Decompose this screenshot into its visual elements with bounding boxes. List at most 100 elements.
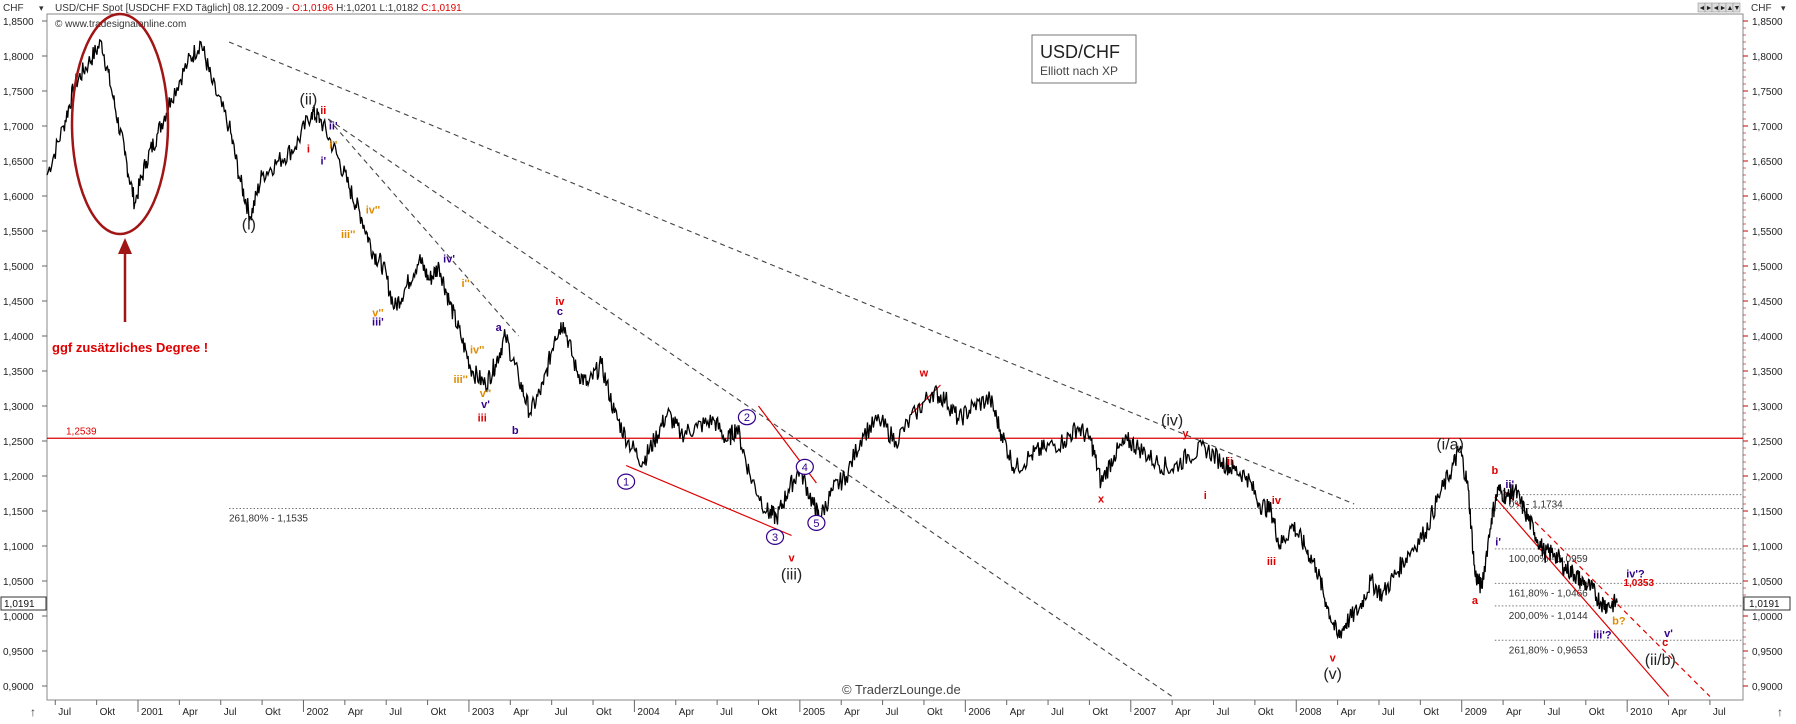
wave-label: w (919, 368, 929, 380)
wave-label: iii'' (453, 374, 468, 386)
wave-label: ii' (1505, 479, 1514, 491)
axes-group: 1,8500 1,8500 1,8000 1,8000 1,7500 1,7500 1,70… (3, 17, 1783, 718)
y-tick-label-left: 1,7000 (3, 122, 34, 133)
wave-label: (iv) (1161, 413, 1183, 430)
y-tick-label-right: 1,1000 (1752, 542, 1783, 553)
wave-label: iv (1272, 495, 1282, 507)
trendline (327, 118, 519, 337)
x-tick-label: Apr (182, 707, 198, 718)
y-tick-label-right: 1,4500 (1752, 297, 1783, 308)
trendline (228, 41, 1355, 505)
fib-level-label: 261,80% - 0,9653 (1509, 645, 1588, 656)
x-tick-label: Jul (1547, 707, 1560, 718)
nav-button-icon-4: ▲ (1727, 5, 1734, 12)
x-tick-label: Apr (348, 707, 364, 718)
y-tick-label-left: 1,3500 (3, 367, 34, 378)
scroll-up-left-icon[interactable]: ↑ (30, 705, 36, 719)
wave-label: v' (1664, 628, 1673, 640)
instrument-name: USD/CHF Spot [USDCHF FXD Täglich] 08.12.… (55, 3, 289, 14)
wave-label: iv (555, 296, 565, 308)
wave-label: (iii) (781, 567, 802, 584)
wave-label: (ii) (300, 91, 318, 108)
nav-button-icon-5: ▼ (1734, 5, 1741, 12)
x-tick-label: Jul (555, 707, 568, 718)
y-tick-label-right: 0,9500 (1752, 647, 1783, 658)
y-tick-label-left: 1,3000 (3, 402, 34, 413)
wave-label: v (789, 552, 796, 564)
x-tick-label: Apr (1175, 707, 1191, 718)
circled-wave-label: 5 (813, 518, 819, 530)
wave-label: i' (320, 156, 326, 168)
wave-label: (i/a) (1436, 436, 1464, 453)
wave-label: iii (1267, 556, 1276, 568)
wave-label: iii'? (1593, 629, 1612, 641)
y-tick-label-left: 0,9500 (3, 647, 34, 658)
x-tick-label: Okt (431, 707, 447, 718)
currency-left-dropdown-icon[interactable]: ▾ (39, 3, 44, 13)
wave-label: iii' (372, 317, 384, 329)
wave-label: (i) (242, 217, 256, 234)
wave-label: b? (1612, 615, 1626, 627)
y-tick-label-left: 1,6000 (3, 192, 34, 203)
x-tick-label: Okt (100, 707, 116, 718)
y-tick-label-right: 1,8000 (1752, 52, 1783, 63)
x-tick-label: 2003 (472, 707, 495, 718)
ohlc-open: O:1,0196 (292, 3, 334, 14)
fib-level-label: 0% - 1,1734 (1509, 500, 1563, 511)
x-tick-label: Okt (927, 707, 943, 718)
x-tick-label: Jul (389, 707, 402, 718)
x-tick-label: Jul (1382, 707, 1395, 718)
y-tick-label-left: 1,7500 (3, 87, 34, 98)
resistance-label: 1,2539 (66, 426, 97, 437)
x-tick-label: 2006 (968, 707, 991, 718)
nav-button-icon-1: ► (1706, 5, 1713, 12)
trendline (1502, 489, 1711, 697)
wave-label: v'' (480, 388, 492, 400)
x-tick-label: 2007 (1134, 707, 1157, 718)
circled-wave-marker (795, 458, 814, 475)
y-tick-label-left: 1,8500 (3, 17, 34, 28)
nav-button-5[interactable] (1732, 2, 1741, 13)
circled-wave-label: 2 (744, 412, 750, 424)
current-price-left: 1,0191 (4, 599, 35, 610)
x-tick-label: 2010 (1630, 707, 1653, 718)
callout-arrow-head-icon (118, 238, 132, 254)
trendlines-group (228, 41, 1711, 697)
wave-label: iv'' (470, 345, 485, 357)
y-tick-label-right: 1,4000 (1752, 332, 1783, 343)
instrument-title: USD/CHF Spot [USDCHF FXD Täglich] 08.12.… (55, 3, 462, 14)
wave-label: b (512, 425, 519, 437)
fib-level-label: 261,80% - 1,1535 (229, 514, 308, 525)
x-tick-label: Apr (679, 707, 695, 718)
nav-button-icon-0: ◄ (1699, 5, 1706, 12)
wave-label: a (496, 322, 503, 334)
currency-left-label: CHF (3, 3, 24, 14)
y-tick-label-left: 1,4000 (3, 332, 34, 343)
x-tick-label: Okt (1589, 707, 1605, 718)
wave-label: ii (1227, 456, 1233, 468)
x-tick-label: Apr (1341, 707, 1357, 718)
title-box-title: USD/CHF (1040, 42, 1120, 62)
currency-right-label: CHF (1751, 3, 1772, 14)
y-tick-label-right: 0,9000 (1752, 682, 1783, 693)
nav-button-icon-2: ◄ (1713, 5, 1720, 12)
wave-label: iii (478, 412, 487, 424)
currency-right-dropdown-icon[interactable]: ▾ (1781, 3, 1786, 13)
wave-label: iv' (443, 254, 455, 266)
y-tick-label-left: 1,5000 (3, 262, 34, 273)
y-tick-label-right: 1,0500 (1752, 577, 1783, 588)
y-tick-label-left: 1,0000 (3, 612, 34, 623)
trendline (625, 464, 792, 537)
x-tick-label: Apr (1010, 707, 1026, 718)
x-tick-label: Apr (1672, 707, 1688, 718)
scroll-up-right-icon[interactable]: ↑ (1777, 705, 1783, 719)
y-tick-label-left: 1,2500 (3, 437, 34, 448)
circled-wave-marker (807, 514, 826, 532)
wave-label: v (1330, 653, 1337, 665)
x-tick-label: Okt (1092, 707, 1108, 718)
y-tick-label-left: 1,2000 (3, 472, 34, 483)
trendline (327, 118, 1173, 697)
y-tick-label-right: 1,2000 (1752, 472, 1783, 483)
